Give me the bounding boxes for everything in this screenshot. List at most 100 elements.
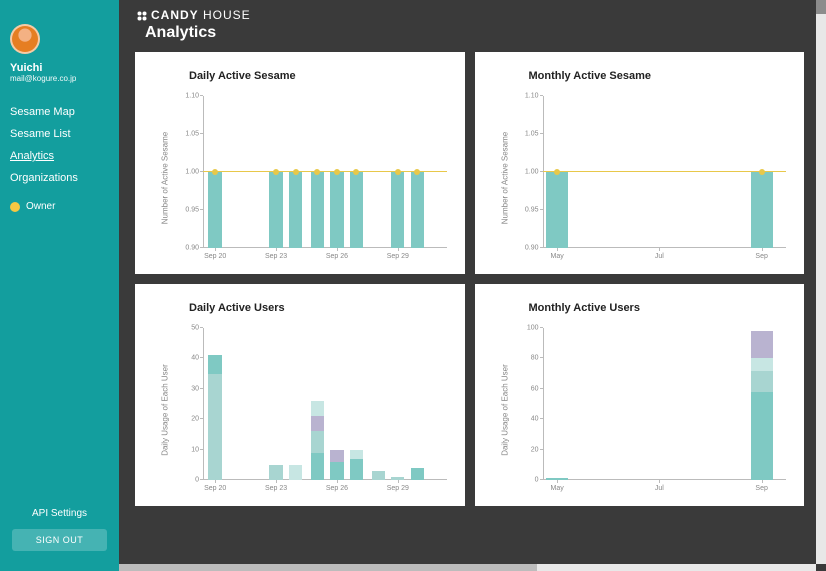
y-axis-title: Daily Usage of Each User [500,364,509,456]
role-dot-icon [10,202,20,212]
x-tick-label: Sep [755,253,767,260]
marker-dot-icon [414,169,420,175]
scrollbar-thumb[interactable] [119,564,537,571]
avatar[interactable] [10,24,40,54]
y-tick-label: 20 [509,446,539,453]
vertical-scrollbar[interactable] [816,0,826,564]
bar-segment [311,431,324,452]
main: CANDY HOUSE Analytics Daily Active Sesam… [119,0,816,564]
plot-area: 0.900.951.001.051.10Sep 20Sep 23Sep 26Se… [203,96,447,248]
marker-line [203,171,447,172]
marker-dot-icon [759,169,765,175]
main-scroll[interactable]: CANDY HOUSE Analytics Daily Active Sesam… [119,0,816,564]
y-tick-label: 1.00 [509,169,539,176]
signout-button[interactable]: SIGN OUT [12,529,107,551]
bar-segment [208,374,221,480]
bar-segment [751,331,773,358]
y-axis-title: Daily Usage of Each User [161,364,170,456]
marker-dot-icon [395,169,401,175]
chart-monthly-users: Daily Usage of Each User 020406080100MayJ… [489,324,791,496]
x-tick-label: Sep 29 [387,253,409,260]
y-tick-label: 0.90 [169,245,199,252]
plot-area: 020406080100MayJulSep [543,328,787,480]
y-tick-label: 40 [169,355,199,362]
nav-item-sesame-map[interactable]: Sesame Map [0,101,119,123]
bar [751,172,773,248]
stacked-bar [311,401,324,480]
stacked-bar [269,465,282,480]
y-tick-label: 20 [169,416,199,423]
y-tick-label: 1.10 [509,93,539,100]
x-tick-label: Sep [755,485,767,492]
bar [311,172,324,248]
card-daily-sesame: Daily Active Sesame Number of Active Ses… [135,52,465,274]
stacked-bar [289,465,302,480]
nav-item-label: Organizations [10,172,78,184]
bar-segment [208,355,221,373]
x-tick-label: Sep 26 [326,485,348,492]
x-tick-label: May [550,253,563,260]
y-tick-label: 0 [169,477,199,484]
nav-item-organizations[interactable]: Organizations [0,167,119,189]
bar-segment [269,465,282,480]
stacked-bar [391,477,404,480]
marker-dot-icon [353,169,359,175]
api-settings-link[interactable]: API Settings [0,500,119,529]
bar [289,172,302,248]
x-tick-label: Sep 29 [387,485,409,492]
x-tick-label: Sep 23 [265,485,287,492]
bar [411,172,424,248]
x-tick-label: May [550,485,563,492]
stacked-bar [411,468,424,480]
chart-title: Monthly Active Users [529,302,791,314]
bar [269,172,282,248]
x-tick-label: Jul [655,485,664,492]
nav-item-label: Sesame List [10,128,71,140]
y-tick-label: 100 [509,325,539,332]
bar-segment [546,478,568,480]
x-tick-label: Sep 23 [265,253,287,260]
card-monthly-sesame: Monthly Active Sesame Number of Active S… [475,52,805,274]
bar [391,172,404,248]
y-tick-label: 0.95 [169,207,199,214]
y-tick-label: 0.90 [509,245,539,252]
bar-segment [330,450,343,462]
horizontal-scrollbar[interactable] [119,564,816,571]
nav-item-label: Sesame Map [10,106,75,118]
bar [350,172,363,248]
bar-segment [311,416,324,431]
brand-suffix: HOUSE [203,8,251,22]
plot-area: 0.900.951.001.051.10MayJulSep [543,96,787,248]
card-daily-users: Daily Active Users Daily Usage of Each U… [135,284,465,506]
chart-daily-sesame: Number of Active Sesame0.900.951.001.051… [149,92,451,264]
bar-segment [311,401,324,416]
nav-item-analytics[interactable]: Analytics [0,145,119,167]
y-tick-label: 1.05 [509,131,539,138]
chart-grid: Daily Active Sesame Number of Active Ses… [119,52,816,518]
nav-item-label: Analytics [10,150,54,162]
marker-dot-icon [273,169,279,175]
scrollbar-thumb[interactable] [816,0,826,14]
bar-segment [751,392,773,480]
stacked-bar [372,471,385,480]
bar-segment [289,465,302,480]
page-title: Analytics [119,24,816,52]
y-tick-label: 10 [169,446,199,453]
y-tick-label: 0.95 [509,207,539,214]
y-tick-label: 40 [509,416,539,423]
role-row: Owner [0,193,119,220]
bar-segment [391,477,404,480]
stacked-bar [208,355,221,480]
chart-title: Daily Active Users [189,302,451,314]
stacked-bar [330,450,343,480]
x-tick-label: Sep 26 [326,253,348,260]
nav-item-sesame-list[interactable]: Sesame List [0,123,119,145]
bar [208,172,221,248]
card-monthly-users: Monthly Active Users Daily Usage of Each… [475,284,805,506]
user-email: mail@kogure.co.jp [10,74,111,83]
y-tick-label: 0 [509,477,539,484]
y-tick-label: 60 [509,385,539,392]
plot-area: 01020304050Sep 20Sep 23Sep 26Sep 29 [203,328,447,480]
chart-monthly-sesame: Number of Active Sesame0.900.951.001.051… [489,92,791,264]
y-tick-label: 1.00 [169,169,199,176]
